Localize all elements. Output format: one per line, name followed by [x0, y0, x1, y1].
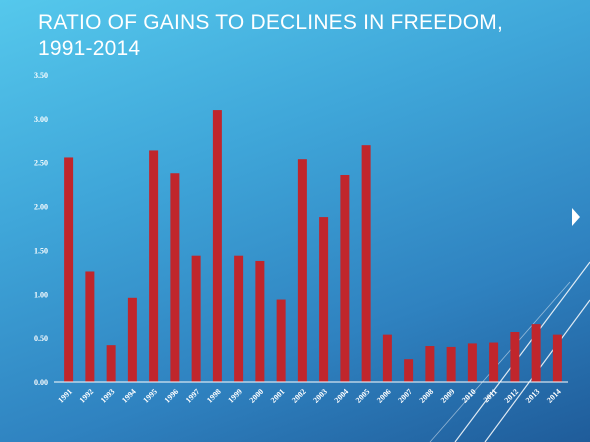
y-tick-label: 0.00 [34, 378, 48, 387]
bar [404, 359, 414, 382]
bar [340, 174, 350, 382]
x-tick-label: 2010 [460, 387, 478, 405]
x-tick-label: 1991 [56, 387, 74, 405]
bar [361, 145, 371, 382]
x-tick-label: 2011 [482, 387, 499, 404]
x-tick-label: 1998 [205, 387, 223, 405]
decor-line-1 [454, 261, 590, 442]
y-tick-label: 3.00 [34, 115, 48, 124]
bar [446, 346, 456, 382]
y-axis-ticks: 0.00 0.50 1.00 1.50 2.00 2.50 3.00 3.50 [34, 71, 48, 387]
bar [489, 342, 499, 382]
bar [552, 334, 562, 382]
x-tick-label: 2004 [333, 387, 351, 405]
bar [106, 345, 116, 382]
bar [234, 255, 244, 382]
x-tick-label: 2012 [503, 387, 521, 405]
x-tick-label: 2002 [290, 387, 308, 405]
bar [510, 332, 520, 382]
bar [127, 297, 137, 382]
x-tick-label: 2006 [375, 387, 393, 405]
bar [467, 343, 477, 382]
x-tick-label: 1994 [120, 387, 138, 405]
x-tick-label: 2001 [269, 387, 287, 405]
next-slide-arrow-icon[interactable] [572, 208, 580, 226]
slide-title: RATIO OF GAINS TO DECLINES IN FREEDOM, 1… [38, 11, 503, 60]
bar [191, 255, 201, 382]
bar [531, 324, 541, 382]
bar [149, 150, 159, 382]
x-tick-label: 1995 [141, 387, 159, 405]
x-tick-label: 1996 [163, 387, 181, 405]
bar [85, 271, 95, 382]
x-tick-label: 2000 [248, 387, 266, 405]
y-tick-label: 2.50 [34, 159, 48, 168]
y-tick-label: 1.50 [34, 246, 48, 255]
bar [255, 260, 265, 382]
bar [212, 110, 222, 382]
x-tick-label: 2005 [354, 387, 372, 405]
decor-line-3 [429, 281, 571, 442]
bar [170, 173, 180, 382]
bar [297, 159, 307, 382]
bar [276, 299, 286, 382]
bar [64, 157, 74, 382]
y-tick-label: 2.00 [34, 203, 48, 212]
y-tick-label: 1.00 [34, 290, 48, 299]
y-tick-label: 3.50 [34, 71, 48, 80]
x-axis-ticks: 1991 1992 1993 1994 1995 1996 1997 1998 1999 2000… [56, 387, 562, 405]
x-tick-label: 2008 [418, 387, 436, 405]
x-tick-label: 1999 [226, 387, 244, 405]
y-tick-label: 0.50 [34, 334, 48, 343]
x-tick-label: 2014 [545, 387, 563, 405]
x-tick-label: 1997 [184, 387, 202, 405]
x-tick-label: 1992 [78, 387, 96, 405]
x-tick-label: 2009 [439, 387, 457, 405]
x-tick-label: 2003 [311, 387, 329, 405]
x-tick-label: 2007 [396, 387, 414, 405]
bar [425, 346, 435, 382]
bars [64, 110, 562, 382]
bar [382, 334, 392, 382]
bar [319, 217, 329, 382]
x-tick-label: 1993 [99, 387, 117, 405]
x-tick-label: 2013 [524, 387, 542, 405]
